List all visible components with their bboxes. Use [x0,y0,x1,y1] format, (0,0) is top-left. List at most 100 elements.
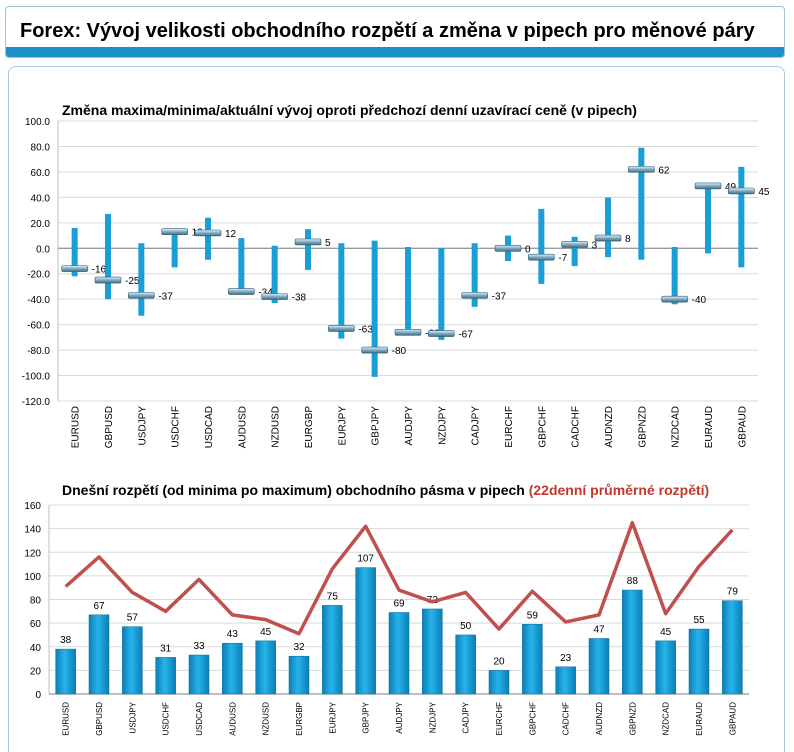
current-marker [161,228,188,236]
category-label: GBPCHF [528,702,537,735]
range-bar [638,147,645,260]
value-label: 69 [393,598,405,609]
value-label: -40 [692,295,707,306]
category-label: AUDNZD [604,406,615,448]
category-label: NZDJPY [437,406,448,445]
value-label: -67 [458,330,473,341]
value-label: 0 [525,244,531,255]
category-label: AUDJPY [395,701,404,733]
range-bar [422,608,443,695]
chart-title: Dnešní rozpětí (od minima po maximum) ob… [62,482,709,498]
range-bar [588,638,610,695]
chart-title: Změna maxima/minima/aktuální vývoj oprot… [62,102,637,118]
value-label: -25 [125,276,140,287]
category-label: EURAUD [695,702,704,736]
current-marker [661,295,688,303]
category-label: AUDUSD [237,406,248,448]
y-tick-label: 100.0 [25,117,50,128]
category-label: AUDNZD [595,702,604,736]
category-label: USDJPY [128,701,137,733]
change-chart: Změna maxima/minima/aktuální vývoj oprot… [22,102,770,448]
current-marker [61,265,88,272]
category-label: EURUSD [71,406,82,448]
range-bar [271,245,278,303]
value-label: -37 [492,291,507,302]
value-label: 107 [357,554,374,565]
y-tick-label: 0 [35,690,41,701]
range-bar [371,240,378,377]
y-tick-label: -120.0 [22,397,51,408]
range-bar [405,247,411,335]
y-tick-label: 60.0 [31,168,51,179]
y-tick-label: 40 [30,643,42,654]
current-marker [594,234,622,242]
value-label: 50 [460,621,472,632]
y-tick-label: 80 [30,596,42,607]
category-label: EURJPY [328,701,337,733]
value-label: 47 [593,624,605,635]
value-label: 62 [658,165,670,176]
range-bar [338,243,345,339]
value-label: 55 [693,615,705,626]
value-label: 33 [193,641,205,652]
category-label: EURCHF [495,702,504,735]
average-range-line [64,520,734,636]
value-label: -7 [558,253,567,264]
category-label: GBPUSD [104,406,115,448]
value-label: 67 [93,601,105,612]
y-tick-label: 160 [24,501,41,512]
category-label: USDCAD [204,406,215,448]
range-bar [88,614,110,695]
value-label: 45 [758,187,770,198]
current-marker [428,330,455,337]
range-bar [288,655,310,695]
range-bar [255,640,276,695]
category-label: GBPNZD [628,702,637,736]
current-marker [261,293,288,300]
category-label: EURJPY [337,406,348,446]
range-bar [322,605,343,695]
current-marker [294,238,322,246]
value-label: -80 [392,346,407,357]
value-label: 8 [625,234,631,245]
range-bar [688,628,710,695]
range-bar [205,217,211,260]
category-label: NZDCAD [662,702,671,736]
range-bar [71,227,78,277]
category-label: NZDUSD [271,406,282,448]
value-label: 12 [225,229,237,240]
y-tick-label: -20.0 [27,270,50,281]
range-bar [388,612,410,695]
range-bar [622,589,643,695]
current-marker [528,253,555,261]
category-label: CADCHF [571,406,582,448]
range-bar [188,654,210,695]
y-tick-label: -40.0 [27,295,50,306]
y-tick-label: 40.0 [31,193,51,204]
category-label: GBPNZD [637,406,648,448]
category-label: AUDUSD [228,702,237,736]
value-label: 31 [160,643,172,654]
y-tick-label: 20 [30,666,42,677]
category-label: GBPCHF [537,406,548,448]
category-label: EURGBP [295,702,304,736]
current-marker [228,288,255,295]
category-label: GBPJPY [371,406,382,446]
value-label: 49 [725,182,737,193]
y-tick-label: 0.0 [36,244,50,255]
current-marker [728,187,755,195]
range-bar [522,624,543,695]
current-marker [128,292,155,299]
category-label: USDJPY [137,406,148,446]
value-label: 20 [493,656,505,667]
category-label: USDCAD [195,702,204,736]
category-label: CADCHF [562,702,571,735]
range-bar [705,184,711,254]
current-marker [461,292,488,299]
y-tick-label: 120 [24,548,41,559]
category-label: GBPJPY [362,701,371,733]
y-tick-label: 100 [24,572,41,583]
current-marker [561,241,588,248]
y-tick-label: 140 [24,525,41,536]
category-label: NZDJPY [428,701,437,733]
